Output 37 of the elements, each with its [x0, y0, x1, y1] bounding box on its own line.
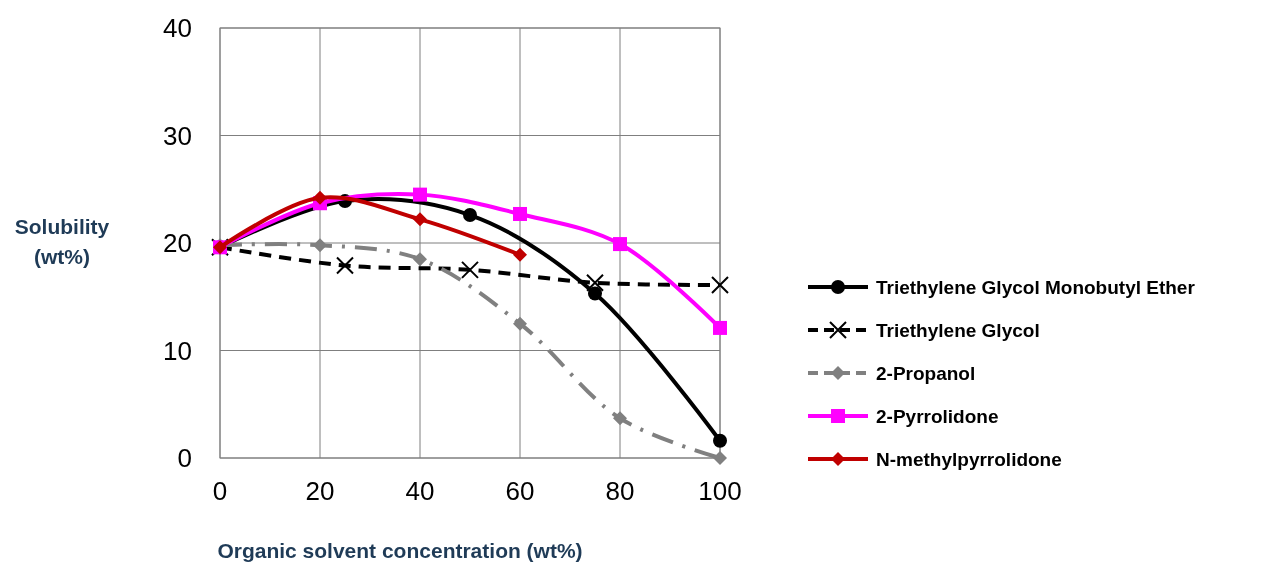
y-tick-label: 10	[163, 335, 192, 366]
legend-label: Triethylene Glycol Monobutyl Ether	[876, 276, 1196, 298]
y-axis-title: Solubility (wt%)	[14, 215, 110, 268]
x-tick-label: 60	[505, 476, 535, 506]
point	[461, 260, 479, 279]
x-tick-label: 80	[605, 476, 635, 506]
point	[513, 247, 527, 262]
point	[313, 190, 327, 205]
x-axis-title: Organic solvent concentration (wt%)	[217, 539, 583, 562]
point	[463, 208, 477, 223]
point	[713, 433, 727, 448]
x-tick-label: 100	[698, 476, 742, 506]
point	[713, 320, 727, 335]
legend-label: Triethylene Glycol	[876, 319, 1040, 341]
legend-label: 2-Pyrrolidone	[876, 405, 999, 427]
y-tick-label: 20	[163, 228, 192, 259]
point	[586, 273, 604, 292]
legend-label: 2-Propanol	[876, 362, 976, 384]
point	[336, 256, 354, 275]
x-tick-label: 0	[212, 476, 228, 506]
point	[413, 212, 427, 227]
legend-label: N-methylpyrrolidone	[876, 448, 1062, 470]
point	[413, 187, 427, 202]
y-tick-label: 40	[163, 13, 192, 44]
point	[613, 411, 627, 426]
point	[513, 206, 527, 221]
point	[711, 275, 729, 294]
point	[513, 316, 527, 331]
y-tick-label: 0	[177, 443, 192, 474]
x-tick-label: 20	[305, 476, 335, 506]
point	[713, 451, 727, 465]
y-tick-label: 30	[163, 120, 192, 151]
point	[413, 252, 427, 267]
point	[588, 286, 602, 301]
x-tick-label: 40	[405, 476, 435, 506]
point	[313, 238, 327, 253]
point	[613, 237, 627, 252]
